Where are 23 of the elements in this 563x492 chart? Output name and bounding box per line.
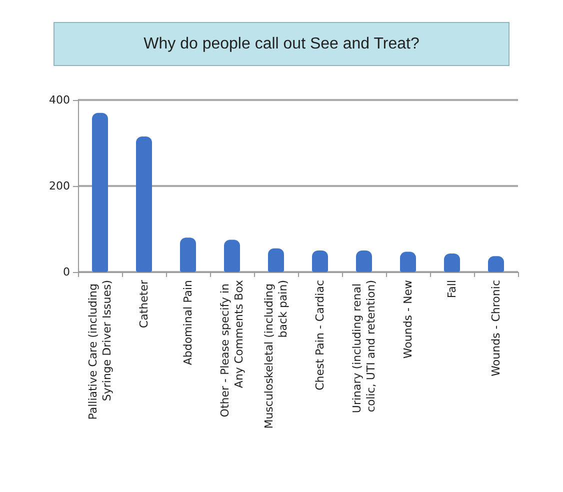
x-tick-label: Wounds - New bbox=[402, 280, 414, 359]
x-tick-label: Abdominal Pain bbox=[182, 280, 194, 366]
bar bbox=[136, 136, 152, 272]
bar bbox=[356, 250, 372, 272]
x-tick-label: Palliative Care (including Syringe Driver Issues) bbox=[86, 280, 114, 420]
bar bbox=[224, 240, 240, 272]
x-tick-label: Wounds - Chronic bbox=[490, 280, 502, 376]
x-tick-label: Musculoskeletal (including back pain) bbox=[262, 280, 290, 429]
bar bbox=[180, 238, 196, 272]
x-tick-label: Fall bbox=[446, 280, 458, 298]
bar bbox=[444, 254, 460, 272]
bar bbox=[268, 248, 284, 272]
chart-title: Why do people call out See and Treat? bbox=[144, 36, 420, 52]
x-tick-label: Urinary (including renal colic, UTI and retention) bbox=[350, 280, 378, 414]
y-tick-label: 400 bbox=[49, 94, 70, 106]
x-tick-label: Other - Please specify in Any Comments Box bbox=[218, 280, 246, 418]
bar bbox=[92, 112, 108, 272]
x-tick-label: Catheter bbox=[138, 280, 150, 328]
bar bbox=[312, 250, 328, 272]
y-tick-label: 0 bbox=[63, 266, 70, 278]
y-tick-label: 200 bbox=[49, 180, 70, 192]
x-tick-label: Chest Pain - Cardiac bbox=[314, 280, 326, 390]
bar bbox=[400, 252, 416, 272]
